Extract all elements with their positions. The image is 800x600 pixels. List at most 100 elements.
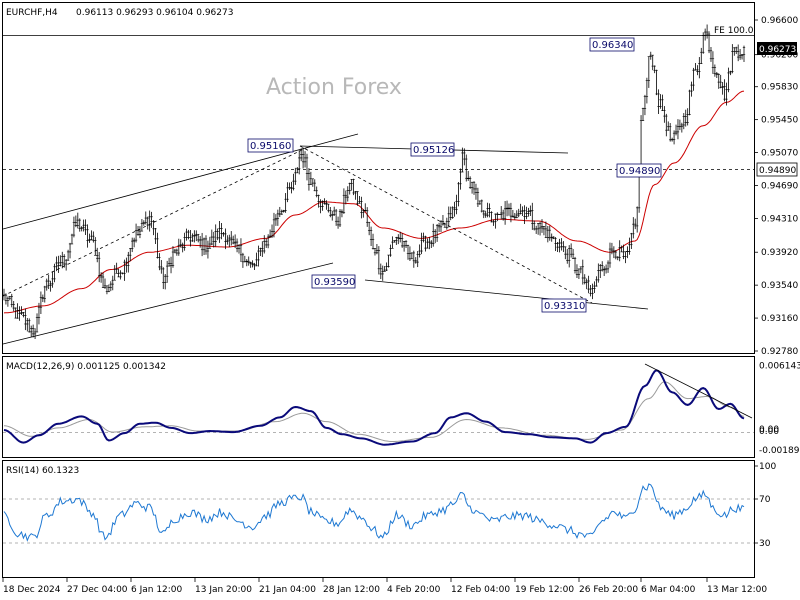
candle [140,219,144,232]
x-tick-label: 21 Jan 04:00 [259,585,316,595]
x-tick-label: 13 Mar 12:00 [707,585,767,595]
candle [265,238,268,248]
ma-path [3,90,745,314]
candle [657,89,660,114]
candle [212,231,215,248]
candle [303,151,307,168]
candle [449,206,452,221]
y-tick-label: 0.96600 [761,16,798,26]
y-tick-label: 0.95450 [761,116,798,126]
candle [550,233,553,242]
candle [200,232,204,257]
y-tick-label: 0.95830 [761,83,798,93]
candle [92,231,95,243]
candle [412,250,416,268]
current-price-badge: 0.96273 [759,45,796,55]
candle [608,242,612,268]
candle [14,307,17,319]
price-y-axis: 0.96600 0.96200 0.95830 0.95450 0.95070 0.946… [754,16,798,357]
candle [606,260,610,273]
candle [564,246,567,260]
candle [667,121,670,131]
candle [90,230,93,241]
moving-average-line [3,90,745,314]
candle [665,113,668,137]
candle [585,278,588,290]
rsi-y-axis: 100 70 30 [754,462,776,549]
candle [437,222,441,232]
candle [430,240,433,248]
rsi-level-lines [3,498,754,544]
candle [705,24,709,39]
candle [717,73,720,89]
candle [635,206,639,233]
candle [204,235,208,255]
candle [548,225,551,241]
candle [523,205,526,225]
candle [130,237,134,253]
candle [544,221,548,239]
candle [649,51,652,60]
candle [132,237,136,248]
y-tick-label: 0.92780 [761,347,798,357]
rsi-title: RSI(14) 60.1323 [6,466,79,476]
candle [313,179,316,192]
candle [628,237,631,255]
x-tick-label: 19 Feb 12:00 [515,585,574,595]
candle [43,285,46,303]
candle [451,206,454,219]
candle [150,211,153,228]
candle [358,196,361,204]
candle [414,257,417,264]
candle [28,318,31,333]
x-tick-label: 26 Feb 20:00 [579,585,638,595]
candle [577,268,581,280]
candle [597,263,600,283]
candle [571,248,575,259]
candle [61,251,64,269]
candle [290,181,293,194]
candle [111,275,114,291]
candle [420,232,423,255]
candle [26,317,29,332]
candle [632,217,635,239]
candle [276,209,280,226]
candle [397,234,400,245]
candle [305,153,309,181]
candle [569,243,573,258]
candle [589,285,592,297]
label-high-1: 0.95160 [250,141,291,152]
candle [721,82,724,95]
candle [494,213,497,229]
candle [64,259,68,271]
candle [373,248,377,256]
candle [55,256,58,272]
candle [581,259,584,285]
candle [156,232,159,259]
x-tick-label: 18 Dec 2024 [3,585,61,595]
candle [558,238,561,253]
candle [713,64,717,77]
candle [344,190,348,205]
candle [647,56,651,88]
candle [255,252,258,267]
candle [134,223,138,243]
candle [66,249,70,261]
candle [251,260,254,268]
candle [602,266,606,277]
candle [364,203,367,212]
candle [109,281,113,292]
candle [579,266,583,274]
candle [222,231,225,237]
y-tick-label: 0.93920 [761,248,798,258]
candle [220,223,223,240]
candle [189,230,192,247]
candle [323,198,326,205]
macd-tick-label: 0.006143 [759,362,800,372]
candle [624,251,627,264]
candle [480,199,483,213]
macd-title: MACD(12,26,9) 0.001125 0.001342 [6,362,166,372]
candle [72,216,76,238]
